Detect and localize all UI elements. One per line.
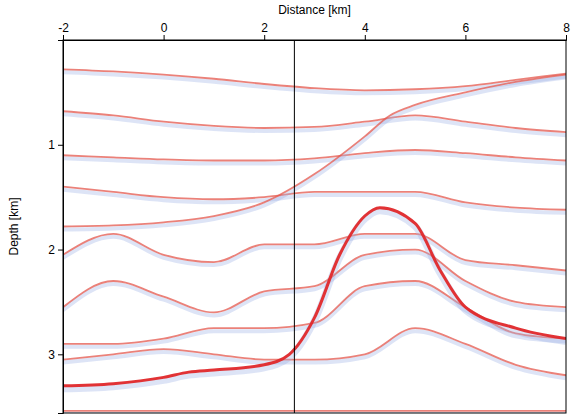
vertical-line	[294, 40, 295, 413]
x-tick: 2	[261, 21, 268, 40]
y-tick-label: 2	[48, 243, 55, 257]
reflector-halo	[63, 253, 566, 316]
reflector-halo	[63, 211, 566, 389]
y-tick-label: 1	[48, 138, 55, 152]
x-tick-label: 0	[161, 21, 168, 35]
plot: -2 0 2 4 6 8 1 2 3	[48, 21, 570, 414]
y-tick-mark	[58, 354, 63, 355]
y-tick-mark	[58, 145, 63, 146]
x-tick-label: 2	[261, 21, 268, 35]
reflector	[63, 150, 566, 160]
x-tick-mark	[365, 35, 366, 40]
x-tick-mark	[164, 35, 165, 40]
x-tick-label: -2	[58, 21, 69, 35]
x-tick-mark	[465, 35, 466, 40]
x-tick: 8	[563, 21, 570, 40]
x-tick-mark	[264, 35, 265, 40]
x-tick: 4	[362, 21, 369, 40]
plot-frame	[63, 40, 566, 413]
reflector	[63, 75, 566, 227]
y-tick: 1	[48, 138, 63, 152]
y-tick-mark	[58, 250, 63, 251]
reflector-halo	[63, 190, 566, 213]
y-tick: 2	[48, 243, 63, 257]
chart: -2 0 2 4 6 8 1 2 3 Distance [km] Depth [km]	[0, 0, 573, 418]
y-tick: 3	[48, 348, 63, 362]
y-axis-title: Depth [km]	[7, 197, 21, 255]
x-axis-title: Distance [km]	[278, 3, 351, 17]
reflector	[63, 250, 566, 313]
y-tick-label: 3	[48, 348, 55, 362]
x-tick-label: 8	[563, 21, 570, 35]
reflector	[63, 328, 566, 375]
x-tick-mark	[566, 35, 567, 40]
x-tick-label: 4	[362, 21, 369, 35]
y-axis: 1 2 3	[48, 41, 63, 414]
x-tick: 6	[463, 21, 470, 40]
reflector	[63, 208, 566, 386]
reflector	[63, 111, 566, 132]
x-axis: -2 0 2 4 6 8	[58, 21, 570, 41]
plot-background	[63, 40, 566, 413]
reflector	[63, 234, 566, 271]
marks	[63, 40, 566, 413]
x-tick: 0	[161, 21, 168, 40]
reflector	[63, 187, 566, 210]
x-tick-mark	[63, 35, 64, 40]
reflector-halo	[63, 78, 566, 230]
x-tick: -2	[58, 21, 69, 40]
x-tick-label: 6	[463, 21, 470, 35]
reflector	[63, 410, 566, 412]
